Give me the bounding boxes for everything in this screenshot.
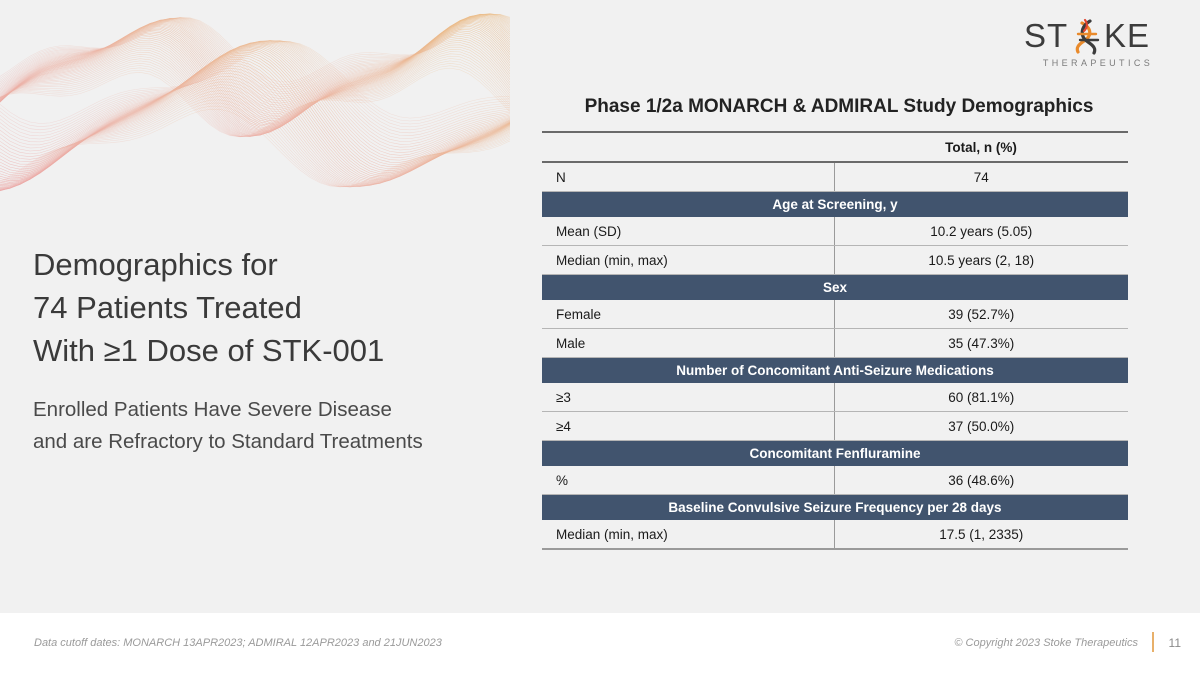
table-row: Male 35 (47.3%) — [542, 328, 1128, 358]
table-cell-label: Mean (SD) — [542, 217, 835, 246]
table-section-header: Number of Concomitant Anti-Seizure Medic… — [542, 357, 1128, 383]
table-section-label: Number of Concomitant Anti-Seizure Medic… — [542, 357, 1128, 383]
table-title: Phase 1/2a MONARCH & ADMIRAL Study Demog… — [584, 96, 1094, 117]
table-row: ≥3 60 (81.1%) — [542, 383, 1128, 412]
table-section-label: Baseline Convulsive Seizure Frequency pe… — [542, 494, 1128, 520]
table-cell-label: % — [542, 466, 835, 495]
table-row: % 36 (48.6%) — [542, 466, 1128, 495]
table-section-header: Concomitant Fenfluramine — [542, 440, 1128, 466]
logo-wordmark: ST KE — [1024, 17, 1150, 55]
logo-word-left: ST — [1024, 17, 1068, 54]
table-cell-label: Median (min, max) — [542, 245, 835, 275]
table-section-header: Baseline Convulsive Seizure Frequency pe… — [542, 494, 1128, 520]
table-cell-label: Female — [542, 300, 835, 329]
demographics-table: Total, n (%) N 74 Age at Screening, y Mean (… — [542, 131, 1128, 550]
table-cell-value: 39 (52.7%) — [834, 300, 1128, 329]
page-subtitle: Enrolled Patients Have Severe Disease an… — [33, 398, 423, 453]
table-cell-label: Male — [542, 328, 835, 358]
copyright-note: © Copyright 2023 Stoke Therapeutics — [954, 637, 1138, 649]
table-cell-label: N — [542, 162, 835, 192]
table-section-header: Sex — [542, 274, 1128, 300]
table-row: Mean (SD) 10.2 years (5.05) — [542, 217, 1128, 246]
table-cell-value: 60 (81.1%) — [834, 383, 1128, 412]
table-body: Total, n (%) N 74 Age at Screening, y Mean (… — [542, 131, 1128, 550]
table-cell-value: 10.5 years (2, 18) — [834, 245, 1128, 275]
table-cell-label: Median (min, max) — [542, 520, 835, 550]
table-cell-value: 74 — [834, 162, 1128, 192]
decorative-wave-artwork — [0, 13, 510, 192]
data-cutoff-note: Data cutoff dates: MONARCH 13APR2023; AD… — [34, 637, 442, 649]
table-row: ≥4 37 (50.0%) — [542, 411, 1128, 441]
table-cell-value: 36 (48.6%) — [834, 466, 1128, 495]
table-header-blank — [542, 131, 834, 163]
footer-divider — [1152, 632, 1154, 652]
table-row: Female 39 (52.7%) — [542, 300, 1128, 329]
table-cell-label: ≥3 — [542, 383, 835, 412]
table-row: Median (min, max) 10.5 years (2, 18) — [542, 245, 1128, 275]
table-cell-value: 37 (50.0%) — [834, 411, 1128, 441]
table-cell-label: ≥4 — [542, 411, 835, 441]
table-header-total: Total, n (%) — [834, 131, 1128, 163]
table-section-label: Sex — [542, 274, 1128, 300]
slide-footer: Data cutoff dates: MONARCH 13APR2023; AD… — [0, 613, 1200, 675]
stoke-therapeutics-logo: ST KE THERAPEUTICS — [1018, 14, 1178, 76]
logo-word-right: KE — [1104, 17, 1150, 54]
page-title: Demographics for 74 Patients Treated Wit… — [33, 247, 385, 368]
slide-body: ST KE THERAPEUTICS Demographics for 74 P… — [0, 0, 1200, 613]
table-cell-value: 17.5 (1, 2335) — [834, 520, 1128, 550]
page-number: 11 — [1168, 636, 1181, 650]
table-section-header: Age at Screening, y — [542, 191, 1128, 217]
dna-helix-flame-icon — [1075, 18, 1100, 55]
table-row: Median (min, max) 17.5 (1, 2335) — [542, 520, 1128, 550]
table-row: N 74 — [542, 162, 1128, 192]
table-section-label: Concomitant Fenfluramine — [542, 440, 1128, 466]
table-header-row: Total, n (%) — [542, 131, 1128, 163]
table-cell-value: 10.2 years (5.05) — [834, 217, 1128, 246]
table-section-label: Age at Screening, y — [542, 191, 1128, 217]
table-cell-value: 35 (47.3%) — [834, 328, 1128, 358]
logo-tagline: THERAPEUTICS — [1042, 58, 1154, 68]
